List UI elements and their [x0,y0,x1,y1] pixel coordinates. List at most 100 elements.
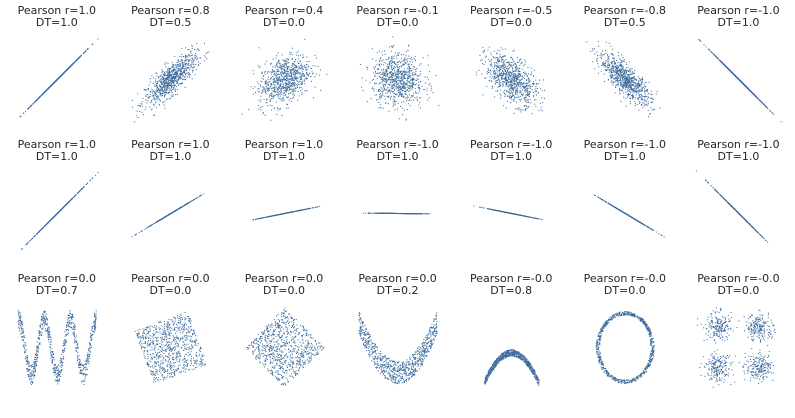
scatter-point [625,86,627,88]
scatter-point [515,85,517,87]
scatter-point [634,72,636,74]
scatter-point [395,79,397,81]
scatter-point [526,79,528,81]
scatter-point [405,62,407,64]
scatter-point [492,56,494,58]
scatter-point [590,50,592,52]
scatter-point [622,83,624,85]
scatter-point [518,82,520,84]
scatter-point [295,65,297,67]
scatter-point [404,87,406,89]
scatter-point [619,77,621,79]
scatter-point [519,82,521,84]
scatter-point [178,69,180,71]
scatter-point [52,83,54,85]
scatter-point [537,87,539,89]
scatter-point [631,88,633,90]
scatter-point [513,112,515,114]
scatter-point [535,88,537,90]
scatter-point [187,62,189,64]
scatter-point [298,84,300,86]
scatter-point [515,79,517,81]
scatter-point [513,49,515,51]
scatter-point [137,93,139,95]
scatter-point [387,67,389,69]
scatter-point [625,72,627,74]
scatter-point [276,90,278,92]
scatter-point [36,99,38,101]
scatter-point [642,86,644,88]
scatter-point [153,96,155,98]
scatter-point [162,90,164,92]
scatter-point [140,103,142,105]
scatter-point [502,73,504,75]
scatter-point [418,86,420,88]
scatter-point [188,74,190,76]
scatter-point [293,74,295,76]
scatter-point [389,84,391,86]
scatter-point [536,83,538,85]
scatter-point [624,82,626,84]
scatter-point [400,86,402,88]
scatter-point [510,90,512,92]
scatter-point [391,61,393,63]
scatter-point [258,99,260,101]
scatter-point [380,79,382,81]
scatter-point [516,90,518,92]
scatter-point [292,72,294,74]
scatter-point [407,73,409,75]
scatter-point [625,72,627,74]
scatter-point [638,85,640,87]
scatter-point [623,86,625,88]
scatter-point [292,68,294,70]
scatter-point [625,105,627,107]
scatter-point [512,99,514,101]
scatter-point [252,73,254,75]
scatter-point [176,66,178,68]
scatter-point [290,74,292,76]
scatter-point [642,102,644,104]
scatter-point [284,94,286,96]
scatter-point [165,91,167,93]
scatter-point [396,77,398,79]
scatter-point [499,84,501,86]
scatter-point [490,73,492,75]
scatter-point [491,77,493,79]
scatter-point [165,82,167,84]
scatter-point [629,84,631,86]
scatter-point [392,91,394,93]
scatter-point [267,89,269,91]
scatter-point [403,71,405,73]
scatter-point [500,74,502,76]
scatter-point [518,73,520,75]
scatter-point [399,94,401,96]
scatter-point [526,89,528,91]
scatter-point [502,84,504,86]
scatter-point [359,63,361,65]
scatter-point [503,72,505,74]
scatter-point [370,98,372,100]
scatter-point [284,70,286,72]
scatter-point [637,84,639,86]
scatter-point [312,73,313,75]
scatter-point [502,71,504,73]
scatter-point [514,94,516,96]
scatter-point [624,69,626,71]
scatter-point [614,73,616,75]
subplot-title: Pearson r=-0.5 [470,4,552,17]
scatter-point [252,87,254,89]
scatter-point [513,75,515,77]
scatter-point [520,73,522,75]
scatter-point [526,73,528,75]
scatter-point [271,95,273,97]
scatter-point [518,67,520,69]
scatter-point [171,78,173,80]
scatter-point [620,62,622,64]
scatter-point [513,89,515,91]
scatter-point [287,75,289,77]
scatter-point [512,78,514,80]
scatter-point [192,58,194,60]
scatter-point [634,77,636,79]
scatter-point [164,92,166,94]
scatter-point [406,51,408,53]
